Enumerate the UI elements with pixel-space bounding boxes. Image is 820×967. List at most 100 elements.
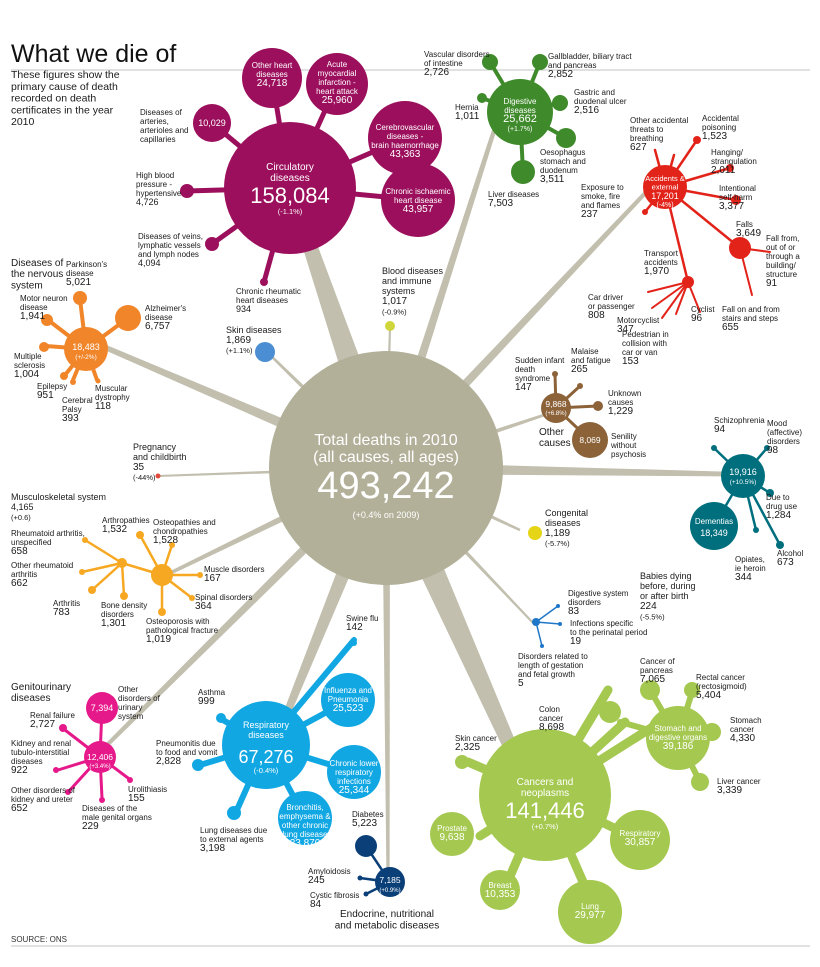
chronic-ischaemic-label: Chronic ischaemic heart disease 43,957 <box>385 187 450 215</box>
gallbladder-node <box>532 54 548 70</box>
rectal-label-line: Rectal cancer <box>696 673 745 682</box>
bronchitis-bubble <box>278 791 332 845</box>
motorcyclist-label-line: Motorcyclist <box>617 316 660 325</box>
total-deaths-heading: Total deaths in 2010 (all causes, all age… <box>313 432 459 466</box>
cystic-node <box>363 891 369 897</box>
unknown-node <box>593 401 603 411</box>
hernia-node <box>477 93 487 103</box>
rheumatic-label-line: Chronic rheumatic <box>236 287 301 296</box>
ulcer-label-line: 2,516 <box>574 105 599 116</box>
circulatory-name: Circulatory diseases <box>266 162 314 184</box>
osteoporosis-node <box>158 608 166 616</box>
pneumonitis-label-line: Pneumonitis due <box>156 739 216 748</box>
oesophagus-label-line: 3,511 <box>540 174 565 185</box>
stomach-cancer-label-line: cancer <box>730 725 754 734</box>
digestive-bubble <box>487 79 553 145</box>
sids-label: Sudden infant death syndrome 147 <box>515 356 565 393</box>
nervous-name-line: Diseases of <box>11 258 63 269</box>
other-rheum-label-line: 662 <box>11 578 28 589</box>
malaise-label: Malaise and fatigue 265 <box>571 347 611 375</box>
skin-cancer-label-line: Skin cancer <box>455 734 497 743</box>
mood-label-line: disorders <box>767 437 800 446</box>
ureter-label: Other disorders of kidney and ureter 652 <box>11 786 76 814</box>
sids-label-line: 147 <box>515 382 532 393</box>
lung-label-line: 29,977 <box>575 910 606 921</box>
pneumonitis-node <box>192 759 204 771</box>
dementias-name: Dementias <box>695 517 733 526</box>
total-deaths-change-line: (+0.4% on 2009) <box>353 510 420 520</box>
urolith-label-line: Urolithiasis <box>128 785 167 794</box>
threats-label-line: breathing <box>630 134 663 143</box>
lung-label: Lung 29,977 <box>575 902 606 921</box>
mnd-node <box>41 314 53 326</box>
endocrine-value: 7,185 <box>379 875 401 885</box>
unknown-label-line: causes <box>608 398 633 407</box>
vascular-label-line: 2,726 <box>424 67 449 78</box>
influenza-label-line: 25,523 <box>333 703 364 714</box>
breast-bubble <box>480 870 520 910</box>
urolith-label: Urolithiasis 155 <box>128 785 167 804</box>
genitourinary-value-line: 12,406 <box>87 752 113 762</box>
bone-label-line: Bone density <box>101 601 147 610</box>
liver-cancer-label-line: 3,339 <box>717 785 742 796</box>
perinatal-digest-label-line: disorders <box>568 598 601 607</box>
alzheimers-label-line: 6,757 <box>145 321 170 332</box>
parkinsons-label-line: disease <box>66 269 94 278</box>
perinatal-label-line: or after birth <box>640 591 689 601</box>
intro-line: primary cause of death <box>11 81 118 93</box>
influenza-label-line: Pneumonia <box>328 695 369 704</box>
vascular-label: Vascular disorders of intestine 2,726 <box>424 50 490 78</box>
arthritis-label: Arthritis 783 <box>53 599 80 618</box>
digestive-value: 25,662 <box>503 113 537 125</box>
cystic-label-line: 84 <box>310 899 322 910</box>
alzheimers-node <box>115 305 141 331</box>
asthma-node <box>216 713 226 723</box>
gallbladder-label-line: 2,852 <box>548 69 573 80</box>
influenza-label-line: Influenza and <box>324 686 372 695</box>
genitourinary-name-line: diseases <box>11 693 50 704</box>
fall-building-label-line: through a <box>766 252 800 261</box>
blood-disease-label-line: (-0.9%) <box>382 307 407 316</box>
dystrophy-label-line: 118 <box>95 401 111 412</box>
alzheimers-label: Alzheimer's disease 6,757 <box>145 304 186 332</box>
hbp-label: High blood pressure -hypertensive 4,726 <box>136 171 182 207</box>
perinatal-infect-label: Infections specific to the perinatal peri… <box>570 619 647 647</box>
osteoporosis-label-line: Osteoporosis with <box>146 617 210 626</box>
smoke-label-line: 237 <box>581 209 598 220</box>
endocrine-change-line: (+0.9%) <box>379 888 400 894</box>
senility-value-line: 8,069 <box>579 435 601 445</box>
respiratory-name-line: diseases <box>248 730 284 740</box>
threats-label-line: Other accidental <box>630 116 688 125</box>
perinatal-label-line: 224 <box>640 601 657 612</box>
drug-label-line: 1,284 <box>766 510 791 521</box>
fall-building-label-line: structure <box>766 270 798 279</box>
nervous-value-line: 18,483 <box>72 342 100 352</box>
fall-building-label-line: Fall from, <box>766 234 799 243</box>
cerebrovascular-label: Cerebrovascular diseases -brain haemorrha… <box>371 123 439 160</box>
alcohol-label-line: Alcohol <box>777 549 803 558</box>
arthropathies-node <box>136 531 144 539</box>
alcohol-label-line: 673 <box>777 557 794 568</box>
rectal-label-line: (rectosigmoid) <box>696 682 747 691</box>
bronchitis-label-line: lung disease <box>283 830 328 839</box>
bone-label-line: disorders <box>101 610 134 619</box>
liver-disease-label-line: Liver diseases <box>488 190 539 199</box>
chronic-lower-label-line: 25,344 <box>339 785 370 796</box>
urolith-label-line: 155 <box>128 793 145 804</box>
blood-disease-label-line: and immune <box>382 276 432 286</box>
kidney-label-line: Kidney and renal <box>11 739 71 748</box>
schizo-node <box>711 445 717 451</box>
threats-label-line: threats to <box>630 125 664 134</box>
accidents-change: (-4%) <box>656 202 673 209</box>
stomach-organs-bubble <box>646 706 710 770</box>
osteopathies-label-line: chondropathies <box>153 527 208 536</box>
respiratory-change: (-0.4%) <box>254 766 279 775</box>
musculoskeletal-name-line: 4,165 <box>11 502 34 512</box>
veins-label-line: and lymph nodes <box>138 250 199 259</box>
arteries-label-line: arteries, <box>140 117 169 126</box>
total-deaths-heading-line: Total deaths in 2010 <box>314 432 457 449</box>
cancers-name-line: Cancers and <box>517 777 574 788</box>
mental-value: 19,916 <box>729 467 757 477</box>
hbp-label-line: pressure - <box>136 180 172 189</box>
asthma-label-line: Asthma <box>198 688 226 697</box>
